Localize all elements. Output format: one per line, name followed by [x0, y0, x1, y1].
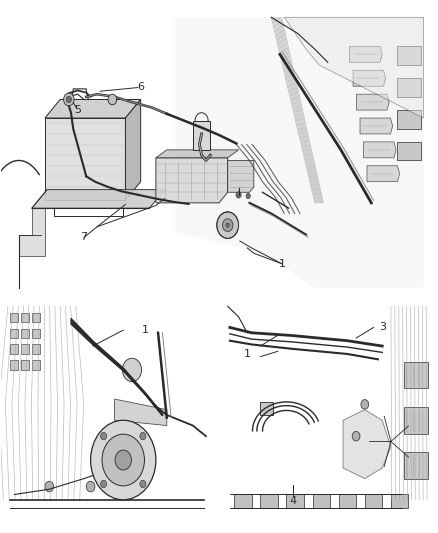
Bar — [286, 495, 304, 508]
Polygon shape — [284, 17, 424, 118]
Bar — [21, 344, 29, 354]
Bar — [260, 402, 273, 415]
Polygon shape — [350, 46, 382, 62]
Bar — [193, 120, 210, 150]
Text: 1: 1 — [279, 259, 286, 269]
Bar — [339, 495, 356, 508]
Bar — [32, 328, 40, 338]
Polygon shape — [6, 301, 208, 521]
Bar — [313, 495, 330, 508]
Bar — [391, 495, 408, 508]
Bar — [397, 142, 421, 160]
Circle shape — [122, 358, 141, 382]
Bar — [21, 360, 29, 370]
Polygon shape — [367, 166, 399, 182]
Polygon shape — [226, 301, 432, 521]
Text: 5: 5 — [74, 105, 81, 115]
Text: 1: 1 — [141, 325, 148, 335]
Polygon shape — [14, 17, 424, 288]
Circle shape — [361, 400, 369, 409]
Circle shape — [115, 450, 131, 470]
Polygon shape — [364, 142, 396, 158]
Circle shape — [217, 212, 239, 238]
Bar — [404, 362, 428, 389]
Text: 7: 7 — [81, 232, 88, 243]
Bar — [10, 360, 18, 370]
Bar — [21, 328, 29, 338]
Circle shape — [236, 192, 241, 198]
Circle shape — [140, 432, 146, 440]
Bar — [365, 495, 382, 508]
Bar — [10, 344, 18, 354]
Polygon shape — [176, 17, 424, 288]
Text: 4: 4 — [290, 496, 297, 506]
Bar — [397, 110, 421, 128]
Circle shape — [86, 481, 95, 492]
Polygon shape — [115, 399, 167, 425]
Circle shape — [140, 480, 146, 488]
Circle shape — [101, 480, 107, 488]
Polygon shape — [45, 100, 141, 118]
Circle shape — [45, 481, 53, 492]
Circle shape — [246, 193, 251, 199]
Circle shape — [102, 434, 145, 486]
Circle shape — [226, 223, 230, 227]
Polygon shape — [360, 118, 392, 134]
Bar — [32, 360, 40, 370]
Polygon shape — [19, 208, 45, 256]
Circle shape — [91, 420, 156, 500]
Polygon shape — [357, 94, 389, 110]
Polygon shape — [343, 410, 391, 479]
Text: 6: 6 — [137, 82, 144, 92]
Bar — [234, 495, 252, 508]
Polygon shape — [353, 70, 386, 86]
Text: 2: 2 — [124, 481, 131, 491]
Polygon shape — [228, 160, 254, 192]
Polygon shape — [125, 100, 141, 200]
Bar — [404, 407, 428, 433]
Bar — [21, 313, 29, 322]
Polygon shape — [156, 158, 228, 203]
Bar — [10, 313, 18, 322]
Bar — [404, 452, 428, 479]
Polygon shape — [32, 190, 165, 208]
Bar — [397, 78, 421, 97]
Bar — [260, 495, 278, 508]
Polygon shape — [45, 118, 125, 200]
Circle shape — [108, 94, 117, 105]
Circle shape — [223, 219, 233, 231]
Bar — [397, 46, 421, 65]
Circle shape — [66, 96, 71, 103]
Text: 1: 1 — [244, 349, 251, 359]
Circle shape — [101, 432, 107, 440]
Text: 3: 3 — [379, 322, 386, 333]
Bar — [32, 344, 40, 354]
Circle shape — [352, 431, 360, 441]
Bar — [32, 313, 40, 322]
Circle shape — [64, 93, 74, 106]
Bar — [10, 328, 18, 338]
Polygon shape — [156, 150, 239, 158]
